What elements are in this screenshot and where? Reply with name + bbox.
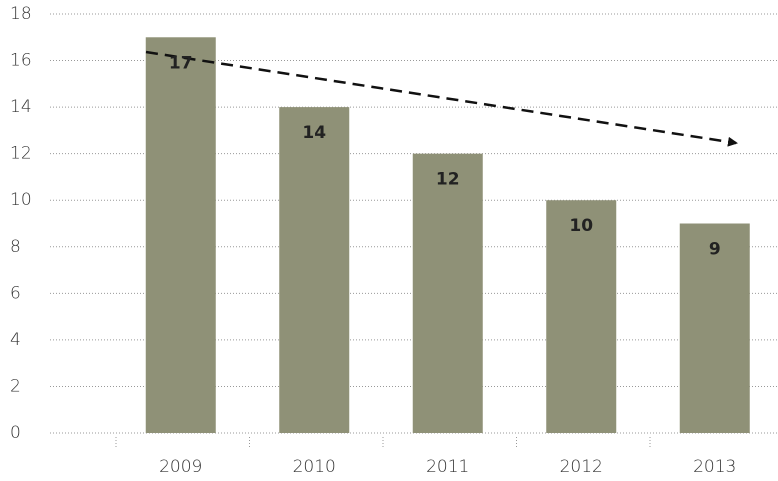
value-label: 17 (169, 53, 193, 73)
x-tick-label: 2009 (159, 457, 202, 477)
value-label: 14 (302, 123, 326, 143)
labels: 0 2 4 6 8 10 12 14 16 18 2009 17 2010 14 2011 12 2012 10 2… (10, 4, 736, 477)
y-tick-label: 18 (10, 4, 32, 24)
y-tick-label: 6 (10, 283, 21, 303)
y-tick-label: 16 (10, 51, 32, 71)
bars (145, 37, 750, 434)
bar (279, 107, 350, 433)
y-tick-label: 10 (10, 190, 32, 210)
value-label: 12 (436, 170, 460, 190)
y-tick-label: 2 (10, 376, 21, 396)
bar (145, 37, 216, 434)
y-tick-label: 8 (10, 237, 21, 257)
x-tick-label: 2011 (426, 457, 469, 477)
x-tick-label: 2012 (560, 457, 603, 477)
bar (546, 200, 617, 433)
trend-arrow (145, 50, 738, 147)
x-tick-label: 2010 (293, 457, 336, 477)
y-tick-label: 0 (10, 423, 21, 443)
y-tick-label: 14 (10, 97, 32, 117)
bar (412, 153, 483, 433)
value-label: 9 (709, 240, 721, 260)
x-tick-label: 2013 (693, 457, 736, 477)
y-tick-label: 12 (10, 144, 32, 164)
bar (679, 223, 750, 433)
value-label: 10 (569, 216, 593, 236)
y-tick-label: 4 (10, 330, 21, 350)
